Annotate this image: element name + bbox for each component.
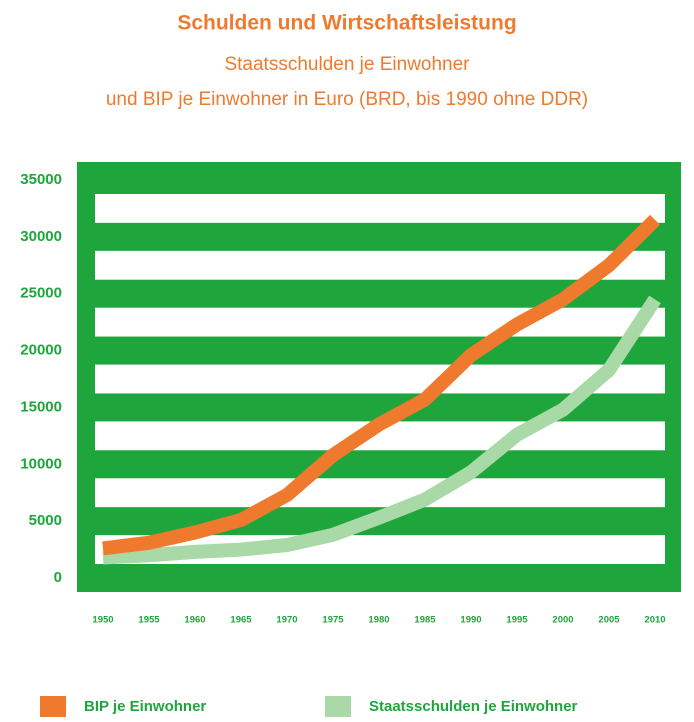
x-tick-label: 1980 bbox=[368, 615, 389, 626]
y-tick-label: 30000 bbox=[20, 228, 62, 245]
legend-swatch bbox=[40, 696, 66, 717]
y-tick-label: 35000 bbox=[20, 171, 62, 188]
chart-subtitle: und BIP je Einwohner in Euro (BRD, bis 1… bbox=[106, 89, 588, 110]
plot-stripe bbox=[95, 307, 665, 337]
x-tick-label: 1985 bbox=[414, 615, 436, 626]
chart-subtitle: Staatsschulden je Einwohner bbox=[224, 54, 470, 75]
x-tick-label: 1975 bbox=[322, 615, 344, 626]
x-tick-label: 1990 bbox=[460, 615, 481, 626]
x-tick-label: 1970 bbox=[276, 615, 297, 626]
y-tick-label: 20000 bbox=[20, 342, 62, 359]
chart-title: Schulden und Wirtschaftsleistung bbox=[177, 12, 516, 35]
plot-stripe bbox=[95, 250, 665, 280]
line-series bbox=[102, 295, 661, 565]
x-tick-label: 2000 bbox=[552, 615, 573, 626]
legend-label: BIP je Einwohner bbox=[84, 698, 206, 715]
y-tick-label: 0 bbox=[54, 569, 62, 586]
y-tick-label: 10000 bbox=[20, 455, 62, 472]
legend-label: Staatsschulden je Einwohner bbox=[369, 698, 578, 715]
x-tick-label: 2010 bbox=[644, 615, 665, 626]
y-tick-label: 15000 bbox=[20, 398, 62, 415]
x-tick-label: 1965 bbox=[230, 615, 252, 626]
y-tick-label: 5000 bbox=[29, 512, 62, 529]
plot-stripe bbox=[95, 478, 665, 508]
plot-stripe bbox=[95, 194, 665, 223]
line-series bbox=[102, 214, 660, 556]
x-tick-label: 1950 bbox=[92, 615, 113, 626]
plot-stripe bbox=[95, 364, 665, 394]
x-tick-label: 2005 bbox=[598, 615, 620, 626]
x-tick-label: 1960 bbox=[184, 615, 205, 626]
x-tick-label: 1995 bbox=[506, 615, 528, 626]
legend-swatch bbox=[325, 696, 351, 717]
x-tick-label: 1955 bbox=[138, 615, 160, 626]
y-tick-label: 25000 bbox=[20, 285, 62, 302]
